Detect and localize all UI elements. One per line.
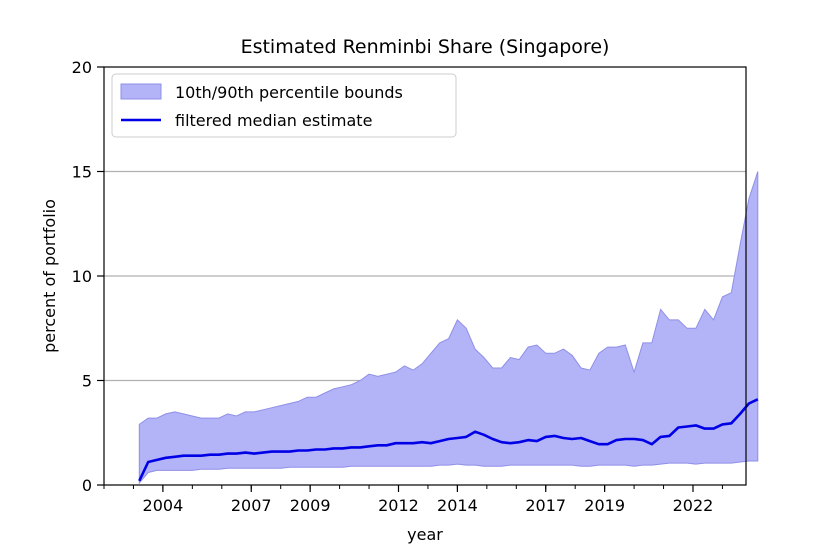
y-tick-label: 20 [72,58,92,77]
legend-box [111,73,457,138]
legend: 10th/90th percentile bounds filtered med… [111,73,457,138]
median-line-path [138,398,759,482]
x-tick-label: 2009 [290,496,331,515]
legend-band-label: 10th/90th percentile bounds [175,83,403,102]
x-axis-ticks: 2004 2007 2009 2012 2014 2017 2019 2022 [103,485,723,515]
y-tick-label: 10 [72,267,92,286]
x-tick-label: 2022 [673,496,714,515]
percentile-band [138,171,759,485]
x-tick-label: 2017 [525,496,566,515]
y-axis-label: percent of portfolio [40,199,59,353]
x-tick-label: 2004 [143,496,184,515]
legend-band-swatch [120,83,162,100]
median-line [138,398,759,482]
x-axis-label: year [407,525,443,544]
y-axis-ticks: 0 5 10 15 20 [72,58,104,495]
x-tick-label: 2019 [584,496,625,515]
band-area [138,171,759,485]
x-tick-label: 2007 [231,496,272,515]
y-tick-label: 5 [82,372,92,391]
chart-title: Estimated Renminbi Share (Singapore) [241,36,610,58]
x-tick-label: 2012 [378,496,419,515]
y-tick-label: 15 [72,163,92,182]
y-tick-label: 0 [82,476,92,495]
x-tick-label: 2014 [437,496,478,515]
legend-median-label: filtered median estimate [175,111,372,130]
